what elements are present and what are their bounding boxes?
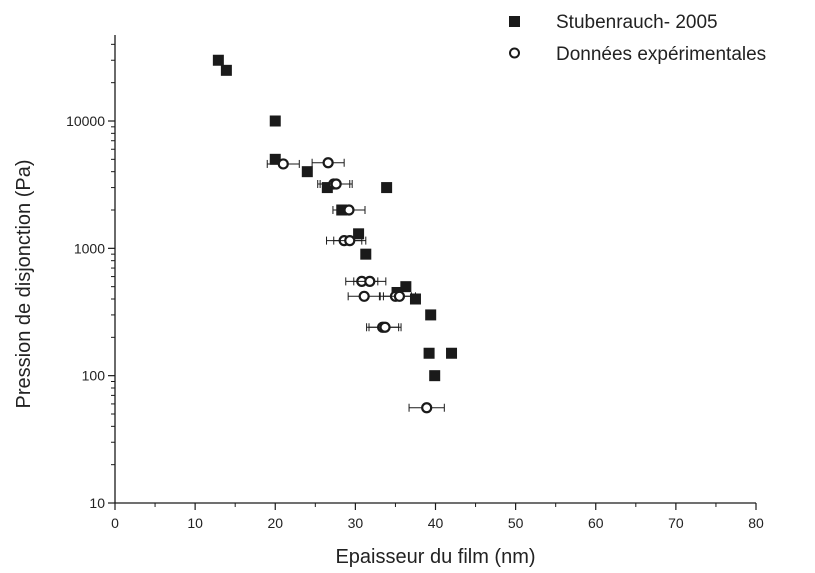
stubenrauch-point <box>425 309 437 321</box>
plot-marks <box>212 54 458 414</box>
x-tick-label: 60 <box>588 515 604 531</box>
x-axis-title: Epaisseur du film (nm) <box>335 546 535 568</box>
stubenrauch-point <box>353 228 365 240</box>
x-tick-label: 40 <box>428 515 444 531</box>
y-axis-title: Pression de disjonction (Pa) <box>13 159 35 408</box>
y-tick-label: 100 <box>82 368 106 384</box>
experimental-point <box>421 402 433 414</box>
stubenrauch-point <box>301 166 313 178</box>
y-tick-label: 10000 <box>66 113 105 129</box>
x-tick-label: 80 <box>748 515 764 531</box>
stubenrauch-point <box>220 64 232 76</box>
legend: Stubenrauch- 2005 Données expérimentales <box>509 12 766 65</box>
experimental-point <box>344 235 356 247</box>
legend-label-donnees-experimentales: Données expérimentales <box>556 44 766 65</box>
legend-marker-open-circle <box>509 47 520 59</box>
stubenrauch-point <box>446 347 458 359</box>
x-tick-label: 20 <box>267 515 283 531</box>
x-tick-label: 0 <box>111 515 119 531</box>
experimental-point <box>379 321 391 333</box>
stubenrauch-point <box>381 182 393 194</box>
stubenrauch-point <box>400 281 412 293</box>
x-ticks: 0 10 20 30 40 50 60 70 80 <box>111 503 764 531</box>
stubenrauch-point <box>360 248 372 260</box>
stubenrauch-point <box>269 115 281 127</box>
stubenrauch-point <box>321 182 333 194</box>
legend-label-stubenrauch: Stubenrauch- 2005 <box>556 12 718 33</box>
x-tick-label: 10 <box>187 515 203 531</box>
axes <box>114 35 756 504</box>
x-tick-label: 30 <box>348 515 364 531</box>
stubenrauch-point <box>212 54 224 66</box>
experimental-point <box>343 204 355 216</box>
y-tick-label: 10 <box>89 495 105 511</box>
stubenrauch-point <box>423 347 435 359</box>
experimental-point <box>277 158 289 170</box>
experimental-point <box>330 178 342 190</box>
experimental-point <box>393 290 406 302</box>
stubenrauch-point <box>429 370 441 382</box>
stubenrauch-point <box>269 153 281 165</box>
x-tick-label: 50 <box>508 515 524 531</box>
y-ticks: 10 100 1000 10000 <box>66 43 115 511</box>
y-tick-label: 1000 <box>74 240 105 256</box>
experimental-point <box>364 275 376 287</box>
legend-marker-filled-square <box>509 16 520 27</box>
experimental-point <box>358 290 370 302</box>
experimental-point <box>322 157 334 169</box>
x-tick-label: 70 <box>668 515 684 531</box>
